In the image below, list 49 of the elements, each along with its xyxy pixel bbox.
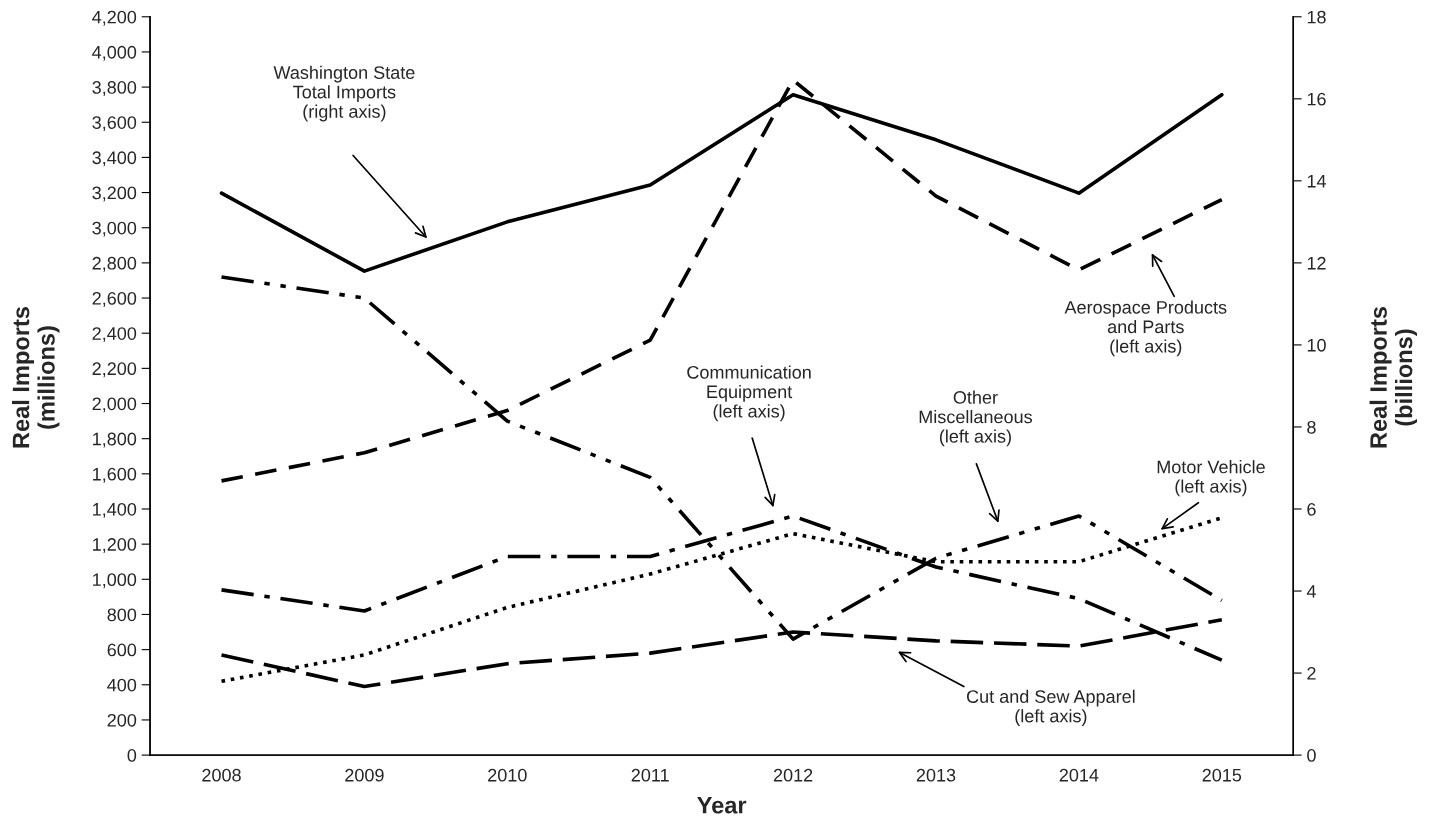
y-tick-label: 1,400 <box>93 502 137 518</box>
y-tick-label: 2,400 <box>92 327 137 343</box>
y2-tick-label: 14 <box>1307 174 1326 188</box>
y-tick-label: 2,000 <box>92 397 137 413</box>
y-tick-label: 3,200 <box>92 186 137 202</box>
y-axis-title: Real Imports (millions) <box>12 307 60 448</box>
y2-axis-title: Real Imports (billions) <box>1369 307 1417 448</box>
x-tick-label: 2012 <box>773 768 813 782</box>
y-tick-label: 3,800 <box>92 81 137 96</box>
y-tick-label: 1,800 <box>93 432 137 448</box>
y2-tick-label: 18 <box>1307 10 1326 24</box>
y2-tick-label: 8 <box>1307 420 1316 434</box>
annotation: Communication Equipment (left axis) <box>687 365 811 422</box>
y-tick-label: 1,600 <box>93 467 137 483</box>
y-tick-label: 4,000 <box>92 45 137 61</box>
y-tick-label: 3,600 <box>92 116 137 132</box>
y2-tick-label: 6 <box>1307 502 1316 516</box>
y-tick-label: 2,600 <box>92 291 137 307</box>
x-tick-label: 2014 <box>1059 768 1099 782</box>
x-tick-label: 2013 <box>916 768 956 782</box>
annotation: Aerospace Products and Parts (left axis) <box>1064 300 1227 357</box>
y2-tick-label: 4 <box>1306 585 1316 598</box>
y-tick-label: 1,200 <box>93 538 137 553</box>
y-tick-label: 0 <box>127 749 137 762</box>
y-tick-label: 4,200 <box>92 10 137 26</box>
y2-tick-label: 16 <box>1307 92 1326 106</box>
y-tick-label: 2,200 <box>92 362 137 378</box>
y2-tick-label: 0 <box>1307 749 1316 762</box>
x-tick-label: 2011 <box>631 768 669 782</box>
x-axis-title: Year <box>697 797 747 814</box>
annotation: Other Miscellaneous (left axis) <box>919 390 1032 447</box>
y-tick-label: 400 <box>107 678 137 692</box>
annotation: Washington State Total Imports (right axis) <box>273 65 415 122</box>
y-tick-label: 200 <box>107 713 137 727</box>
y-tick-label: 1,000 <box>93 573 137 589</box>
x-tick-label: 2008 <box>202 768 241 782</box>
y2-tick-label: 12 <box>1307 256 1326 270</box>
x-tick-label: 2015 <box>1202 768 1242 782</box>
annotation: Motor Vehicle (left axis) <box>1157 460 1265 497</box>
y2-tick-label: 2 <box>1307 667 1316 680</box>
y-tick-label: 800 <box>107 608 137 622</box>
y-tick-label: 2,800 <box>92 256 137 272</box>
annotation: Cut and Sew Apparel (left axis) <box>966 689 1135 726</box>
y-tick-label: 600 <box>107 643 137 657</box>
y2-tick-label: 10 <box>1307 338 1326 352</box>
y-tick-label: 3,000 <box>92 221 137 237</box>
x-tick-label: 2009 <box>345 768 384 782</box>
y-tick-label: 3,400 <box>92 151 137 167</box>
x-tick-label: 2010 <box>488 768 527 782</box>
